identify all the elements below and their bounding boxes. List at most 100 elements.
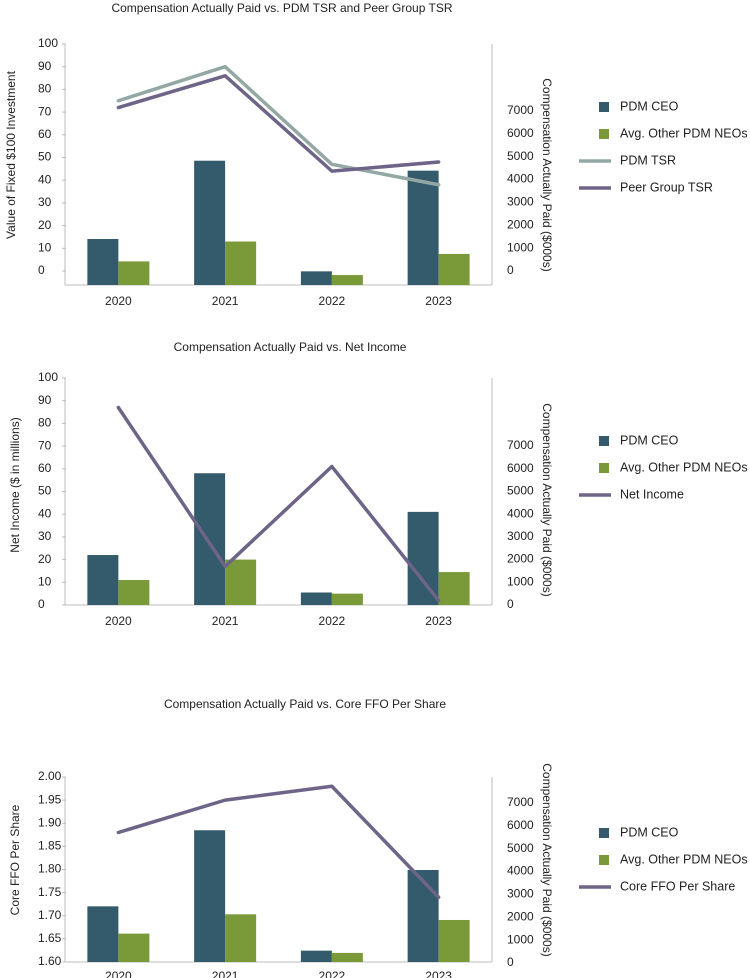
left-y-tick-label: 80 bbox=[38, 416, 52, 430]
right-y-axis-title: Compensation Actually Paid ($000s) bbox=[540, 763, 554, 956]
bar-pdm-ceo bbox=[194, 160, 226, 285]
bar-pdm-ceo bbox=[194, 473, 226, 605]
legend-swatch bbox=[599, 855, 609, 865]
left-y-axis-title: Value of Fixed $100 Investment bbox=[4, 70, 18, 239]
right-y-tick-label: 6000 bbox=[507, 126, 534, 140]
bar-avg-other-pdm-neos bbox=[331, 593, 363, 605]
left-y-tick-label: 1.90 bbox=[38, 815, 62, 829]
left-y-tick-label: 1.80 bbox=[38, 862, 62, 876]
x-tick-label: 2023 bbox=[425, 614, 452, 628]
right-y-tick-label: 0 bbox=[507, 263, 514, 277]
bar-pdm-ceo bbox=[194, 830, 226, 962]
left-y-tick-label: 90 bbox=[38, 59, 52, 73]
legend-label: PDM TSR bbox=[620, 153, 676, 167]
left-y-tick-label: 100 bbox=[38, 36, 58, 50]
right-y-tick-label: 7000 bbox=[507, 103, 534, 117]
bar-avg-other-pdm-neos bbox=[438, 919, 470, 962]
right-y-tick-label: 5000 bbox=[507, 484, 534, 498]
legend-swatch bbox=[599, 828, 609, 838]
chart-title: Compensation Actually Paid vs. Core FFO … bbox=[164, 697, 446, 711]
x-tick-label: 2021 bbox=[212, 969, 239, 978]
right-y-tick-label: 7000 bbox=[507, 795, 534, 809]
bar-avg-other-pdm-neos bbox=[118, 580, 150, 605]
bar-avg-other-pdm-neos bbox=[438, 572, 470, 605]
right-y-tick-label: 4000 bbox=[507, 172, 534, 186]
left-y-tick-label: 60 bbox=[38, 127, 52, 141]
x-tick-label: 2022 bbox=[319, 614, 346, 628]
right-y-tick-label: 1000 bbox=[507, 932, 534, 946]
left-y-tick-label: 1.60 bbox=[38, 954, 62, 968]
legend-label: PDM CEO bbox=[620, 99, 679, 113]
left-y-tick-label: 100 bbox=[38, 370, 58, 384]
line-peer-group-tsr bbox=[116, 74, 441, 173]
chart-title: Compensation Actually Paid vs. PDM TSR a… bbox=[111, 1, 452, 15]
chart-1: Compensation Actually Paid vs. PDM TSR a… bbox=[4, 1, 747, 308]
left-y-axis-title: Net Income ($ in millions) bbox=[8, 417, 22, 552]
right-y-tick-label: 6000 bbox=[507, 461, 534, 475]
bar-pdm-ceo bbox=[87, 239, 119, 285]
x-tick-label: 2023 bbox=[425, 294, 452, 308]
legend-label: PDM CEO bbox=[620, 433, 679, 447]
left-y-tick-label: 0 bbox=[38, 597, 45, 611]
legend-label: Avg. Other PDM NEOs bbox=[620, 126, 748, 140]
line-net-income bbox=[116, 405, 441, 603]
bar-avg-other-pdm-neos bbox=[331, 952, 363, 962]
chart-3: Compensation Actually Paid vs. Core FFO … bbox=[8, 697, 747, 978]
x-tick-label: 2023 bbox=[425, 969, 452, 978]
bar-avg-other-pdm-neos bbox=[225, 559, 257, 605]
right-y-tick-label: 0 bbox=[507, 597, 514, 611]
left-y-tick-label: 50 bbox=[38, 484, 52, 498]
left-y-tick-label: 20 bbox=[38, 552, 52, 566]
bar-avg-other-pdm-neos bbox=[225, 241, 257, 285]
left-y-tick-label: 80 bbox=[38, 82, 52, 96]
left-y-tick-label: 1.85 bbox=[38, 839, 62, 853]
left-y-tick-label: 30 bbox=[38, 195, 52, 209]
right-y-tick-label: 1000 bbox=[507, 240, 534, 254]
right-y-tick-label: 5000 bbox=[507, 149, 534, 163]
legend-label: Net Income bbox=[620, 487, 684, 501]
chart-title: Compensation Actually Paid vs. Net Incom… bbox=[174, 340, 407, 354]
bar-pdm-ceo bbox=[300, 592, 332, 605]
line-core-ffo-per-share bbox=[116, 784, 441, 899]
right-y-tick-label: 0 bbox=[507, 955, 514, 969]
x-tick-label: 2021 bbox=[212, 294, 239, 308]
right-y-tick-label: 4000 bbox=[507, 506, 534, 520]
right-y-tick-label: 1000 bbox=[507, 574, 534, 588]
bar-pdm-ceo bbox=[87, 555, 119, 605]
bar-avg-other-pdm-neos bbox=[118, 261, 150, 285]
bar-avg-other-pdm-neos bbox=[118, 933, 150, 962]
left-y-tick-label: 0 bbox=[38, 263, 45, 277]
left-y-tick-label: 40 bbox=[38, 172, 52, 186]
left-y-tick-label: 60 bbox=[38, 461, 52, 475]
chart-2: Compensation Actually Paid vs. Net Incom… bbox=[8, 340, 747, 628]
left-y-tick-label: 1.75 bbox=[38, 885, 62, 899]
left-y-tick-label: 40 bbox=[38, 506, 52, 520]
right-y-tick-label: 2000 bbox=[507, 909, 534, 923]
legend-label: Avg. Other PDM NEOs bbox=[620, 460, 748, 474]
bar-avg-other-pdm-neos bbox=[331, 275, 363, 285]
left-y-tick-label: 1.95 bbox=[38, 792, 62, 806]
x-tick-label: 2020 bbox=[105, 294, 132, 308]
bar-pdm-ceo bbox=[300, 271, 332, 285]
right-y-tick-label: 2000 bbox=[507, 552, 534, 566]
line-pdm-tsr bbox=[116, 64, 441, 187]
left-y-tick-label: 70 bbox=[38, 438, 52, 452]
bar-avg-other-pdm-neos bbox=[225, 914, 257, 962]
left-y-tick-label: 30 bbox=[38, 529, 52, 543]
x-tick-label: 2020 bbox=[105, 614, 132, 628]
x-tick-label: 2022 bbox=[319, 969, 346, 978]
x-tick-label: 2022 bbox=[319, 294, 346, 308]
right-y-tick-label: 4000 bbox=[507, 864, 534, 878]
right-y-axis-title: Compensation Actually Paid ($000s) bbox=[540, 403, 554, 596]
left-y-tick-label: 50 bbox=[38, 150, 52, 164]
legend-swatch bbox=[599, 436, 609, 446]
x-tick-label: 2020 bbox=[105, 969, 132, 978]
x-tick-label: 2021 bbox=[212, 614, 239, 628]
bar-pdm-ceo bbox=[407, 870, 439, 962]
left-y-tick-label: 90 bbox=[38, 393, 52, 407]
right-y-tick-label: 3000 bbox=[507, 529, 534, 543]
bar-pdm-ceo bbox=[300, 950, 332, 962]
left-y-axis-title: Core FFO Per Share bbox=[8, 804, 22, 915]
left-y-tick-label: 10 bbox=[38, 574, 52, 588]
